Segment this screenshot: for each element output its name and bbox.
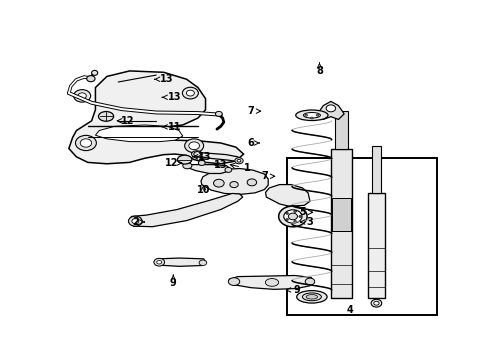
Polygon shape (96, 125, 183, 141)
Ellipse shape (132, 219, 139, 224)
Ellipse shape (305, 278, 315, 285)
Ellipse shape (305, 114, 308, 116)
Polygon shape (194, 153, 241, 162)
Ellipse shape (192, 151, 202, 157)
Ellipse shape (279, 206, 307, 227)
Ellipse shape (198, 161, 205, 166)
Polygon shape (266, 185, 310, 206)
Ellipse shape (98, 112, 114, 121)
Text: 4: 4 (346, 305, 353, 315)
Ellipse shape (286, 212, 289, 214)
Text: 6: 6 (247, 138, 259, 148)
Text: 5: 5 (299, 207, 313, 217)
Text: 2: 2 (132, 217, 145, 227)
Ellipse shape (374, 301, 379, 305)
Ellipse shape (296, 110, 328, 121)
Polygon shape (185, 165, 230, 174)
Bar (368, 193, 385, 298)
Ellipse shape (186, 90, 195, 96)
Ellipse shape (228, 278, 240, 285)
Ellipse shape (214, 179, 224, 187)
Ellipse shape (225, 167, 232, 172)
Text: 13: 13 (214, 160, 227, 170)
Polygon shape (201, 168, 268, 194)
Ellipse shape (294, 211, 296, 212)
Ellipse shape (286, 219, 289, 221)
Bar (331, 149, 352, 298)
Polygon shape (318, 102, 344, 120)
Ellipse shape (87, 76, 95, 82)
Ellipse shape (237, 159, 241, 162)
Text: 7: 7 (247, 106, 261, 116)
Ellipse shape (75, 135, 97, 150)
Ellipse shape (74, 90, 91, 102)
Ellipse shape (195, 152, 199, 156)
Ellipse shape (154, 258, 165, 266)
Ellipse shape (185, 139, 204, 153)
Text: 13: 13 (193, 152, 212, 162)
Ellipse shape (189, 142, 199, 150)
Ellipse shape (80, 139, 92, 147)
Text: 12: 12 (118, 116, 134, 126)
Ellipse shape (230, 181, 238, 188)
Polygon shape (229, 275, 314, 289)
Polygon shape (129, 193, 243, 227)
Text: 9: 9 (286, 285, 300, 295)
Ellipse shape (288, 213, 297, 220)
Ellipse shape (326, 105, 336, 112)
Ellipse shape (266, 279, 279, 286)
Ellipse shape (316, 114, 319, 116)
Ellipse shape (216, 111, 222, 116)
Bar (336, 111, 347, 149)
Ellipse shape (302, 293, 321, 301)
Text: 8: 8 (316, 63, 323, 76)
Polygon shape (69, 71, 244, 164)
Ellipse shape (128, 216, 142, 226)
Ellipse shape (199, 260, 207, 266)
Text: 7: 7 (261, 171, 275, 181)
Ellipse shape (303, 112, 320, 118)
Polygon shape (154, 258, 206, 266)
Ellipse shape (371, 299, 382, 307)
Ellipse shape (183, 163, 192, 169)
Bar (372, 145, 381, 193)
Ellipse shape (294, 220, 296, 222)
Text: 13: 13 (154, 74, 173, 84)
Ellipse shape (247, 179, 257, 186)
Ellipse shape (194, 152, 200, 157)
Ellipse shape (306, 294, 318, 299)
Text: 11: 11 (162, 122, 181, 132)
Text: 3: 3 (300, 217, 314, 227)
Text: 12: 12 (165, 158, 182, 168)
Ellipse shape (299, 216, 301, 217)
Text: 13: 13 (162, 92, 181, 102)
Ellipse shape (92, 70, 98, 75)
Ellipse shape (284, 210, 302, 223)
Ellipse shape (78, 93, 86, 99)
Text: 1: 1 (230, 163, 251, 174)
Text: 9: 9 (170, 275, 177, 288)
Ellipse shape (182, 87, 198, 99)
Text: 10: 10 (197, 185, 210, 194)
Ellipse shape (157, 260, 162, 264)
Ellipse shape (235, 158, 243, 164)
Ellipse shape (297, 291, 327, 303)
Ellipse shape (177, 155, 192, 164)
Ellipse shape (311, 117, 313, 119)
Bar (332, 198, 351, 231)
Bar (287, 158, 437, 315)
